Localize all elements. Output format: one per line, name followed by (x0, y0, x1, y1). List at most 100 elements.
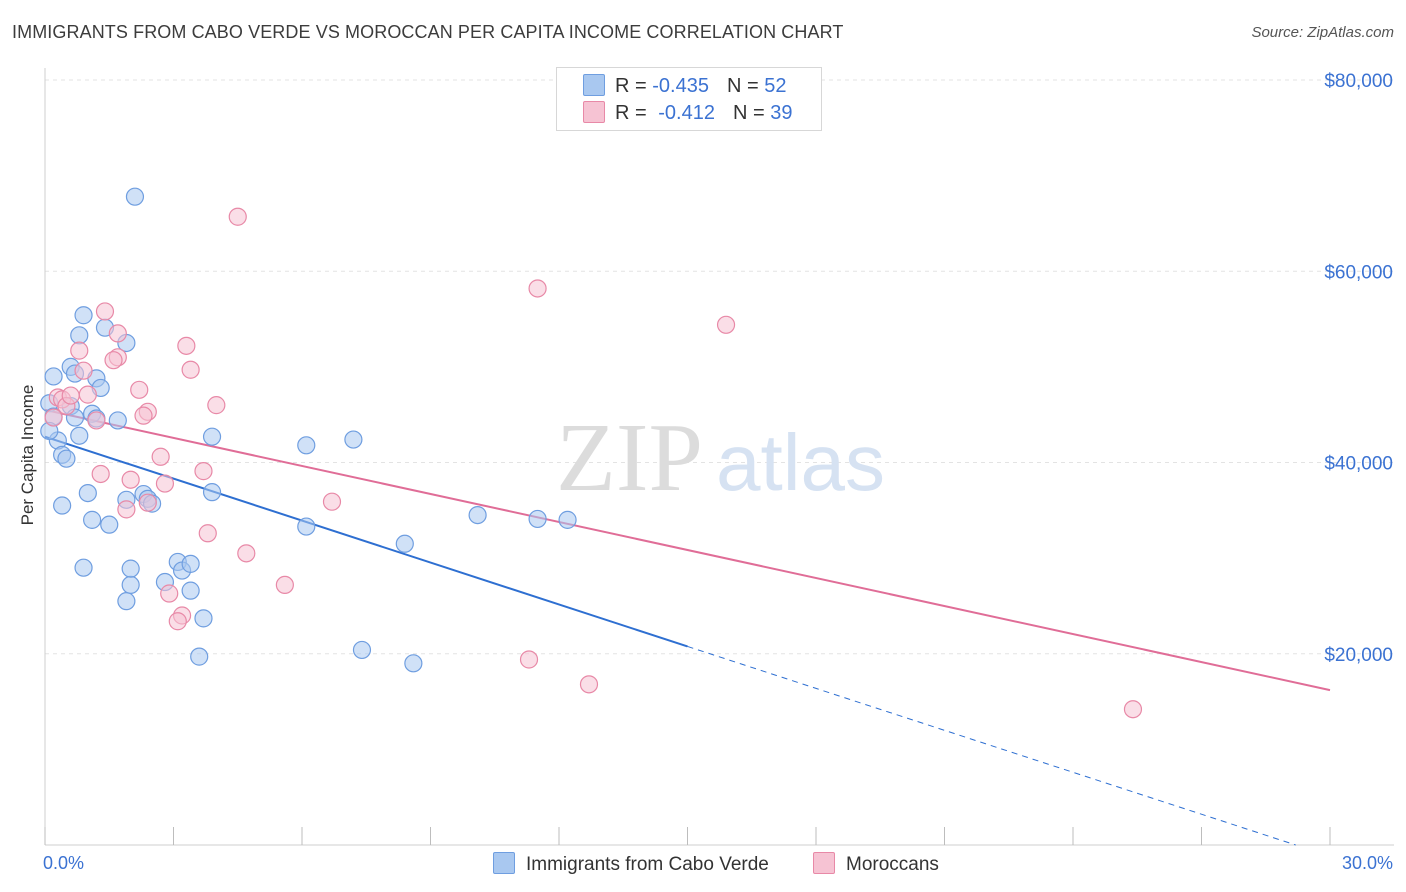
point-cabo-verde (404, 654, 423, 673)
watermark-zip: ZIP (556, 404, 703, 512)
point-cabo-verde (108, 411, 127, 430)
point-cabo-verde (70, 426, 89, 445)
bottom-legend-moroccans: Moroccans (813, 852, 939, 876)
point-moroccans (168, 612, 187, 631)
trend-line-extension-cabo-verde (687, 645, 1296, 846)
correlation-legend: R = -0.435 N = 52 R = -0.412 N = 39 (556, 67, 822, 131)
point-moroccans (91, 464, 110, 484)
point-cabo-verde (100, 515, 119, 534)
legend-r-value: -0.412 (658, 102, 715, 124)
point-moroccans (275, 575, 294, 595)
source-label: Source: ZipAtlas.com (1251, 24, 1394, 41)
point-cabo-verde (395, 534, 414, 553)
legend-n-value: 39 (770, 102, 793, 124)
legend-r-label: R = (615, 102, 653, 124)
point-moroccans (237, 544, 256, 563)
x-tick-label: 30.0% (1342, 853, 1393, 873)
point-moroccans (104, 351, 123, 370)
x-tick-label: 0.0% (43, 853, 84, 873)
point-cabo-verde (297, 517, 316, 536)
point-moroccans (95, 302, 115, 321)
point-moroccans (194, 462, 213, 481)
legend-row-cabo-verde: R = -0.435 N = 52 (583, 73, 786, 99)
point-cabo-verde (53, 496, 72, 515)
bottom-legend-label: Immigrants from Cabo Verde (526, 854, 769, 875)
point-cabo-verde (352, 640, 372, 660)
point-moroccans (716, 315, 736, 334)
y-tick-labels: $20,000 $40,000 $60,000 $80,000 (1324, 71, 1393, 666)
point-moroccans (198, 524, 217, 543)
point-cabo-verde (78, 484, 97, 503)
point-cabo-verde (121, 559, 140, 578)
point-moroccans (207, 396, 226, 415)
point-cabo-verde (57, 449, 76, 468)
point-cabo-verde (190, 647, 209, 666)
x-tick-labels: 0.0% 30.0% (43, 853, 1393, 873)
point-moroccans (579, 675, 599, 694)
point-moroccans (138, 493, 157, 512)
point-cabo-verde (125, 187, 145, 206)
point-cabo-verde (74, 306, 93, 325)
watermark: ZIP atlas (556, 404, 885, 512)
point-moroccans (130, 380, 149, 399)
trend-line-cabo-verde (44, 435, 688, 648)
point-moroccans (322, 492, 342, 511)
trend-lines (44, 408, 1331, 846)
point-cabo-verde (297, 436, 316, 455)
point-cabo-verde (194, 609, 213, 628)
point-moroccans (117, 500, 136, 519)
point-cabo-verde (70, 326, 89, 345)
point-moroccans (121, 470, 140, 489)
legend-n-value: 52 (764, 75, 787, 97)
point-moroccans (1123, 700, 1143, 719)
point-moroccans (108, 324, 127, 343)
point-moroccans (74, 361, 93, 380)
point-cabo-verde (181, 581, 200, 600)
axes (44, 68, 1394, 846)
point-moroccans (87, 411, 106, 430)
point-moroccans (177, 336, 196, 355)
data-points (40, 187, 1143, 719)
legend-row-moroccans: R = -0.412 N = 39 (583, 100, 792, 126)
point-cabo-verde (181, 554, 200, 573)
point-cabo-verde (44, 367, 63, 386)
chart-title: IMMIGRANTS FROM CABO VERDE VS MOROCCAN P… (12, 22, 844, 42)
y-axis-label: Per Capita Income (18, 384, 37, 526)
point-cabo-verde (202, 483, 222, 502)
point-cabo-verde (528, 509, 547, 529)
point-moroccans (228, 207, 247, 226)
legend-n-label: N = (726, 75, 765, 97)
bottom-legend-swatch-cabo-verde (493, 852, 515, 874)
point-moroccans (155, 474, 175, 493)
legend-n-label: N = (732, 102, 771, 124)
bottom-legend-cabo-verde: Immigrants from Cabo Verde (493, 852, 769, 876)
grid-lines (45, 79, 1394, 655)
point-moroccans (70, 341, 89, 360)
y-tick-label: $40,000 (1324, 454, 1393, 475)
point-cabo-verde (558, 510, 577, 529)
point-moroccans (528, 279, 547, 298)
point-moroccans (181, 360, 200, 379)
trend-line-moroccans (44, 408, 1331, 692)
point-cabo-verde (202, 427, 222, 446)
legend-swatch-cabo-verde (583, 74, 605, 96)
watermark-atlas: atlas (716, 418, 885, 507)
point-moroccans (78, 385, 97, 404)
point-cabo-verde (74, 558, 93, 577)
point-moroccans (151, 447, 170, 466)
point-cabo-verde (83, 510, 102, 529)
point-moroccans (61, 386, 80, 405)
point-cabo-verde (344, 430, 363, 449)
point-moroccans (519, 650, 539, 669)
legend-r-value: -0.435 (652, 75, 709, 97)
y-tick-label: $80,000 (1324, 71, 1393, 92)
point-cabo-verde (121, 575, 140, 595)
y-tick-label: $20,000 (1324, 645, 1393, 666)
point-cabo-verde (117, 592, 136, 611)
point-moroccans (160, 584, 179, 603)
point-cabo-verde (468, 505, 487, 525)
legend-r-label: R = (615, 75, 653, 97)
point-moroccans (134, 406, 153, 425)
point-moroccans (44, 408, 63, 427)
